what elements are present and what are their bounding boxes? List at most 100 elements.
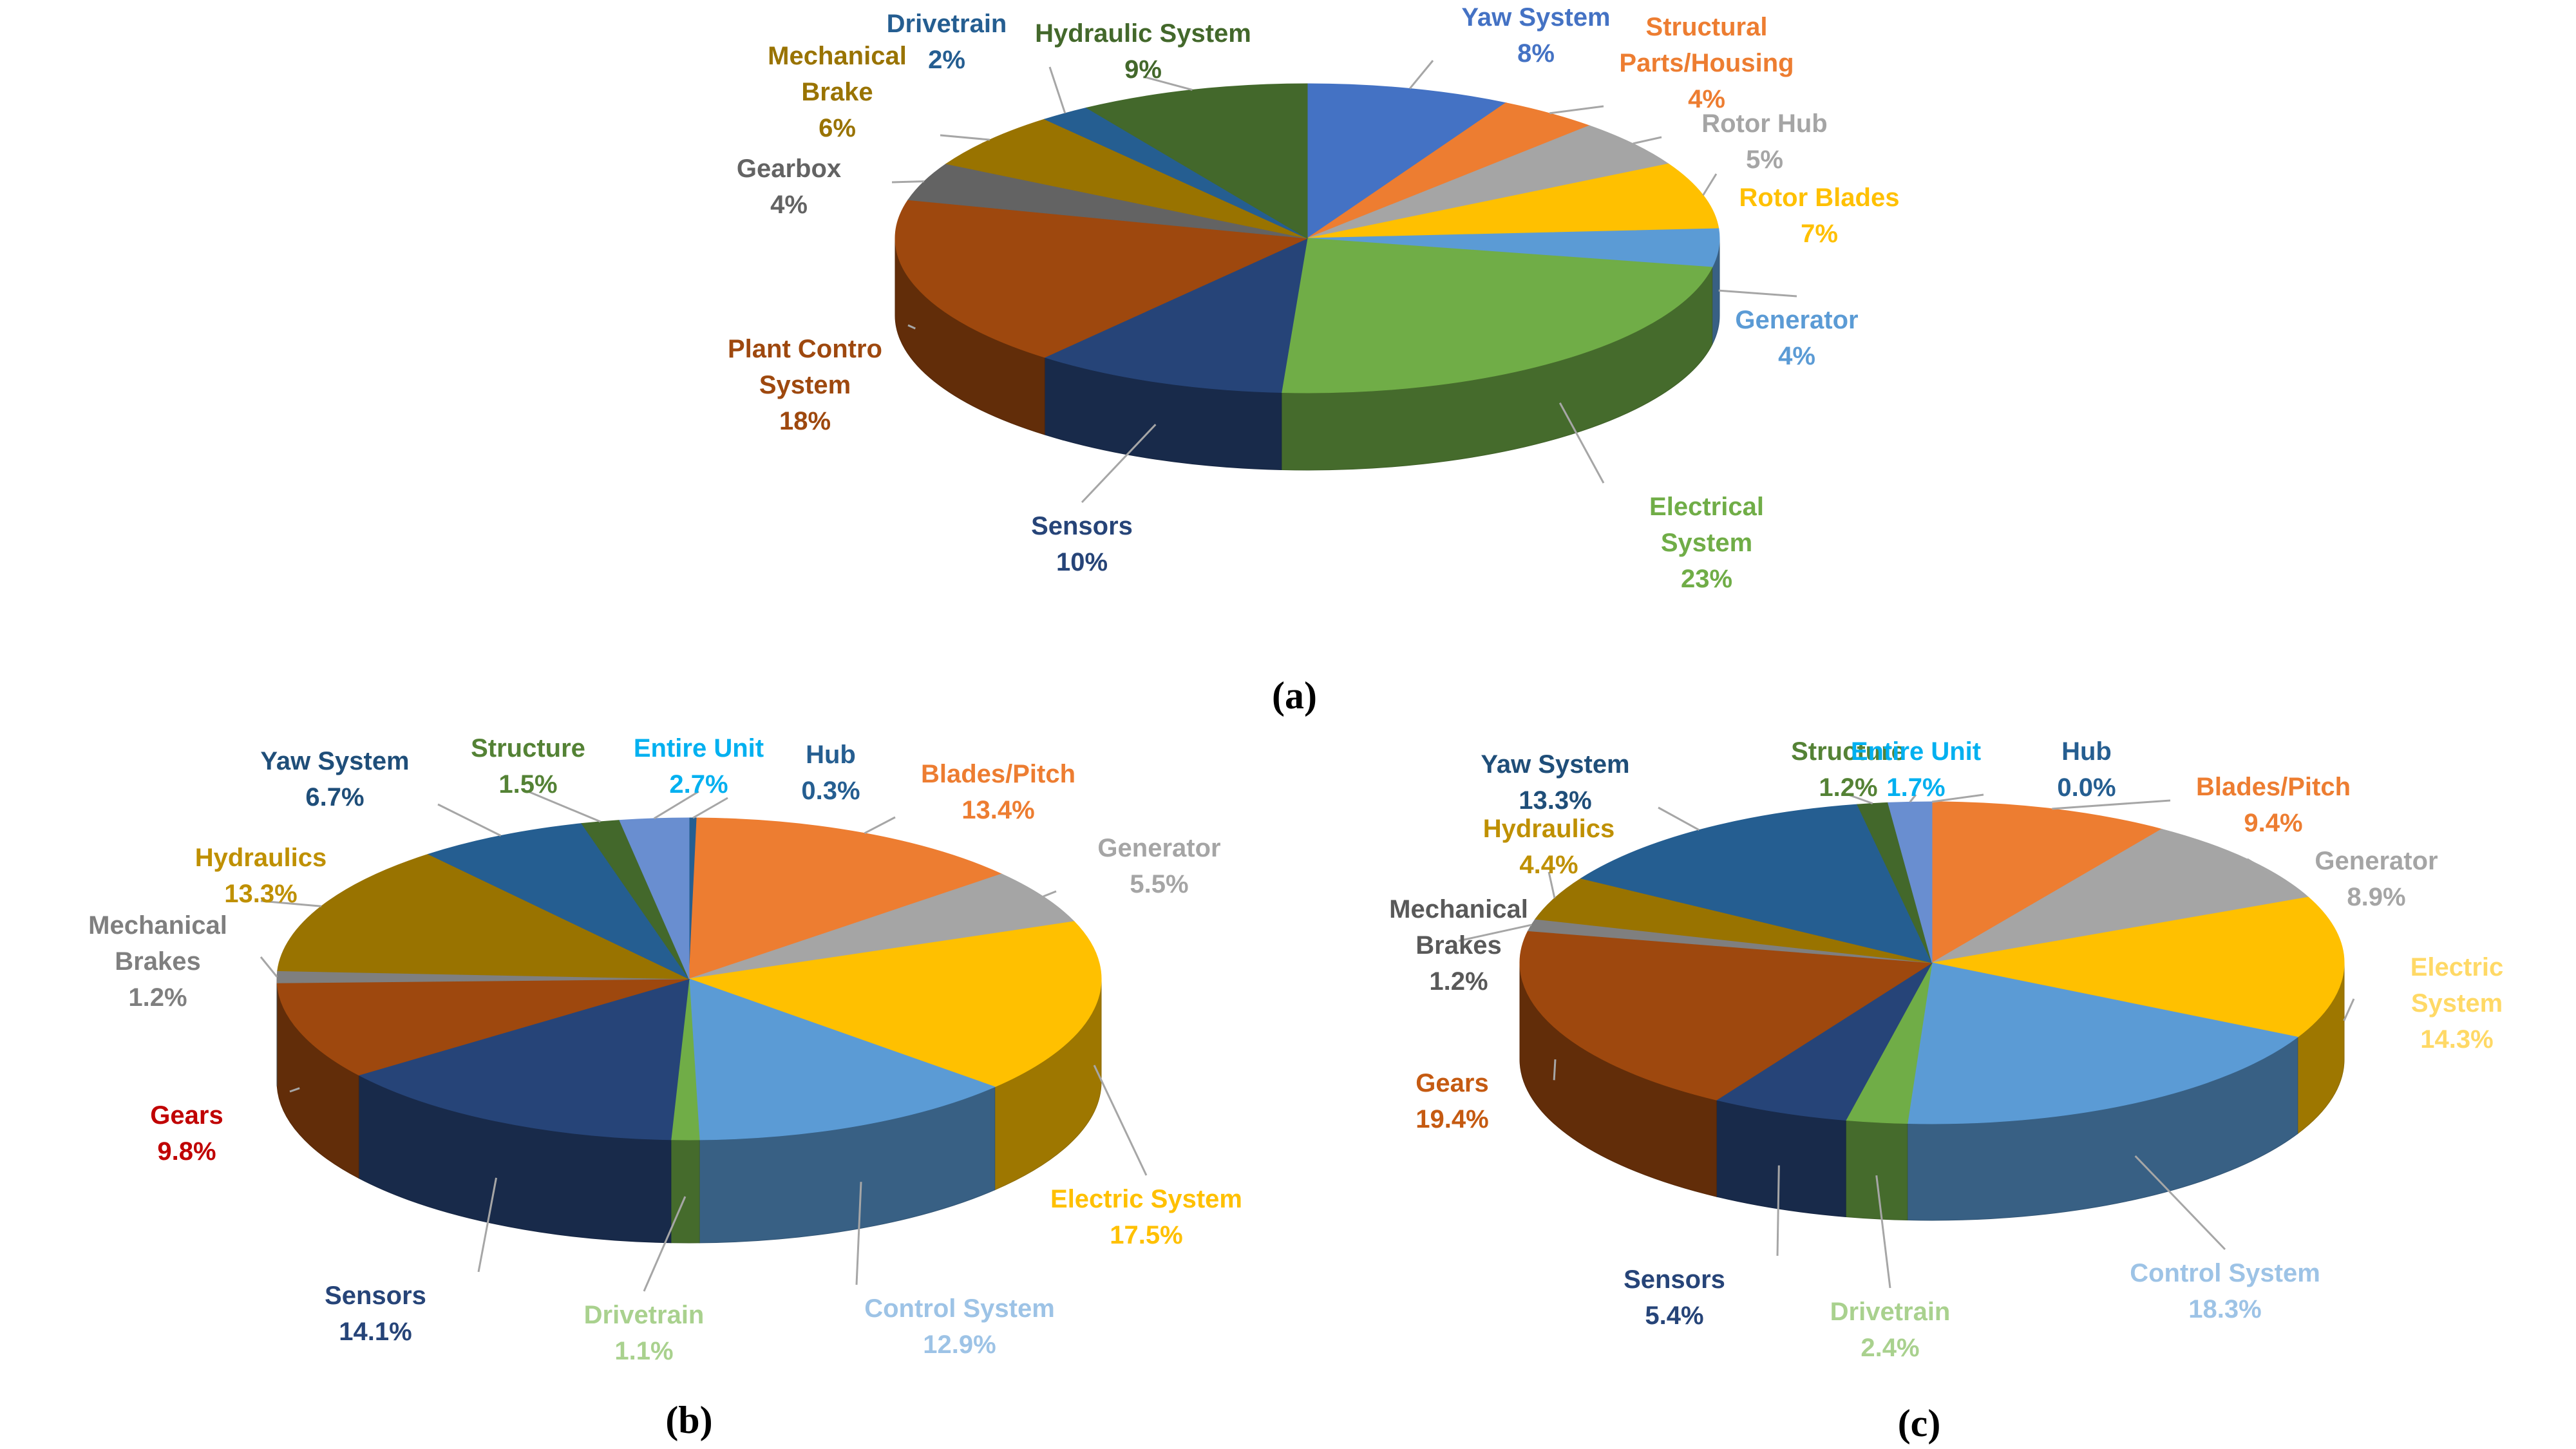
slice-label-percent: 12.9% [923, 1331, 996, 1359]
slice-label-percent: 14.1% [339, 1318, 412, 1346]
pie-slice-entire-unit [1888, 801, 1933, 963]
pie-slice-gears [1519, 930, 1933, 1101]
slice-label-yaw-system: Yaw System 8% [1461, 3, 1610, 68]
pie-chart-a: Yaw System 8%Structural Parts/Housing 4%Rot… [728, 3, 1899, 593]
slice-label-name: Yaw System [1461, 3, 1610, 32]
slice-label-mechanical-brakes: Mechanical Brakes 1.2% [88, 911, 227, 1012]
leader-line [940, 134, 990, 141]
slice-label-name: Plant Contro [728, 335, 882, 363]
leader-line [260, 900, 321, 907]
slice-label-name: Sensors [1624, 1265, 1725, 1294]
slice-label-rotor-hub: Rotor Hub 5% [1701, 109, 1828, 174]
leader-line [1702, 173, 1718, 196]
slice-label-entire-unit: Entire Unit 2.7% [634, 734, 764, 799]
slice-label-name: Generator [1097, 834, 1220, 862]
slice-label-name: Gearbox [737, 155, 841, 183]
slice-label-percent: 8% [1517, 39, 1555, 68]
slice-label-name: Electric System [1050, 1185, 1242, 1213]
leader-line [1558, 402, 1605, 484]
leader-line [437, 803, 502, 837]
slice-label-name: Yaw System [260, 747, 409, 775]
leader-line [289, 1087, 300, 1093]
leader-line [260, 956, 278, 978]
slice-label-name: Brakes [1416, 931, 1501, 960]
leader-line [1081, 424, 1157, 504]
slice-label-hydraulics: Hydraulics 4.4% [1483, 815, 1615, 879]
slice-label-gears: Gears 19.4% [1416, 1069, 1488, 1133]
leader-line [643, 1196, 687, 1292]
slice-label-percent: 2% [928, 46, 965, 74]
leader-line [2052, 799, 2171, 810]
leader-line [1875, 1175, 1891, 1289]
slice-label-name: Control System [2130, 1259, 2320, 1287]
slice-label-name: Parts/Housing [1619, 49, 1794, 77]
leader-line [1848, 793, 1873, 805]
slice-label-name: Rotor Blades [1739, 184, 1900, 212]
slice-label-name: Hydraulics [195, 844, 327, 872]
slice-label-plant-contro-system: Plant Contro System 18% [728, 335, 882, 435]
slice-label-name: Electric [2410, 953, 2504, 981]
slice-label-percent: 4.4% [1519, 851, 1578, 879]
caption-c: (c) [1898, 1402, 1941, 1444]
slice-label-percent: 1.2% [1429, 967, 1488, 996]
slice-label-percent: 13.3% [1519, 786, 1591, 815]
leader-line [527, 790, 601, 823]
slice-label-generator: Generator 8.9% [2315, 847, 2438, 911]
leader-line [1718, 289, 1797, 298]
slice-label-hydraulics: Hydraulics 13.3% [195, 844, 327, 908]
slice-label-electric-system: Electric System 17.5% [1050, 1185, 1242, 1249]
caption-b: (b) [665, 1399, 712, 1441]
pie-slice-control-system [1907, 962, 2298, 1124]
slice-label-electrical-system: Electrical System 23% [1649, 493, 1764, 593]
pie-slice-hydraulics [1535, 878, 1933, 963]
slice-label-blades-pitch: Blades/Pitch 9.4% [2196, 773, 2351, 837]
slice-label-percent: 4% [1688, 85, 1725, 113]
slice-label-percent: 8.9% [2347, 883, 2405, 911]
pie-slice-control-system [688, 978, 996, 1141]
pie-slice-yaw-system [1307, 83, 1507, 239]
leader-line [1909, 794, 1917, 803]
leader-line [1458, 923, 1532, 942]
leader-line [2134, 1155, 2226, 1251]
leader-line [1043, 890, 1057, 898]
slice-label-entire-unit: Entire Unit 1.7% [1851, 737, 1981, 802]
slice-label-percent: 4% [1778, 342, 1815, 370]
slice-label-hydraulic-system: Hydraulic System 9% [1035, 19, 1251, 84]
leader-line [855, 1182, 862, 1285]
leader-line [1409, 60, 1434, 90]
slice-label-percent: 10% [1056, 548, 1108, 576]
slice-label-drivetrain: Drivetrain 2.4% [1830, 1298, 1951, 1362]
slice-label-name: Hub [806, 741, 856, 769]
leader-line [1142, 75, 1193, 91]
slice-label-percent: 0.3% [801, 777, 860, 805]
slice-label-name: Sensors [325, 1282, 426, 1310]
slice-label-percent: 19.4% [1416, 1105, 1488, 1133]
slice-label-percent: 2.4% [1861, 1334, 1919, 1362]
slice-label-percent: 9.4% [2244, 809, 2302, 837]
pie-chart-b: Hub 0.3% Blades/Pitch 13.4% Generator 5.5% Ele… [88, 734, 1242, 1365]
pie-chart-c: Hub 0.0% Blades/Pitch 9.4% Generator 8.9% Elec… [1389, 737, 2503, 1362]
slice-label-name: Structure [471, 734, 585, 762]
slice-label-name: Brake [801, 78, 873, 106]
slice-label-percent: 2.7% [669, 770, 728, 799]
pie-slice-plant-contro-system [895, 199, 1309, 358]
leader-line [1048, 66, 1066, 114]
pie-slice-yaw-system [1580, 804, 1933, 963]
slice-label-name: Entire Unit [1851, 737, 1981, 766]
slice-label-percent: 4% [770, 191, 808, 219]
slice-label-name: Blades/Pitch [921, 760, 1075, 788]
slice-label-gearbox: Gearbox 4% [737, 155, 841, 219]
slice-label-name: Hydraulics [1483, 815, 1615, 843]
slice-label-percent: 17.5% [1110, 1221, 1182, 1249]
slice-label-name: Generator [2315, 847, 2438, 875]
slice-label-mechanical-brake: Mechanical Brake 6% [768, 42, 907, 142]
leader-line [907, 324, 916, 330]
slice-label-name: Rotor Hub [1701, 109, 1828, 138]
pie-slice-gears [276, 978, 690, 1076]
pie-slice-electric-system [688, 921, 1102, 1088]
caption-a: (a) [1272, 674, 1317, 717]
slice-label-name: System [2411, 989, 2503, 1018]
slice-label-name: Mechanical [768, 42, 907, 70]
slice-label-name: System [759, 371, 851, 399]
slice-label-gears: Gears 9.8% [150, 1101, 223, 1166]
